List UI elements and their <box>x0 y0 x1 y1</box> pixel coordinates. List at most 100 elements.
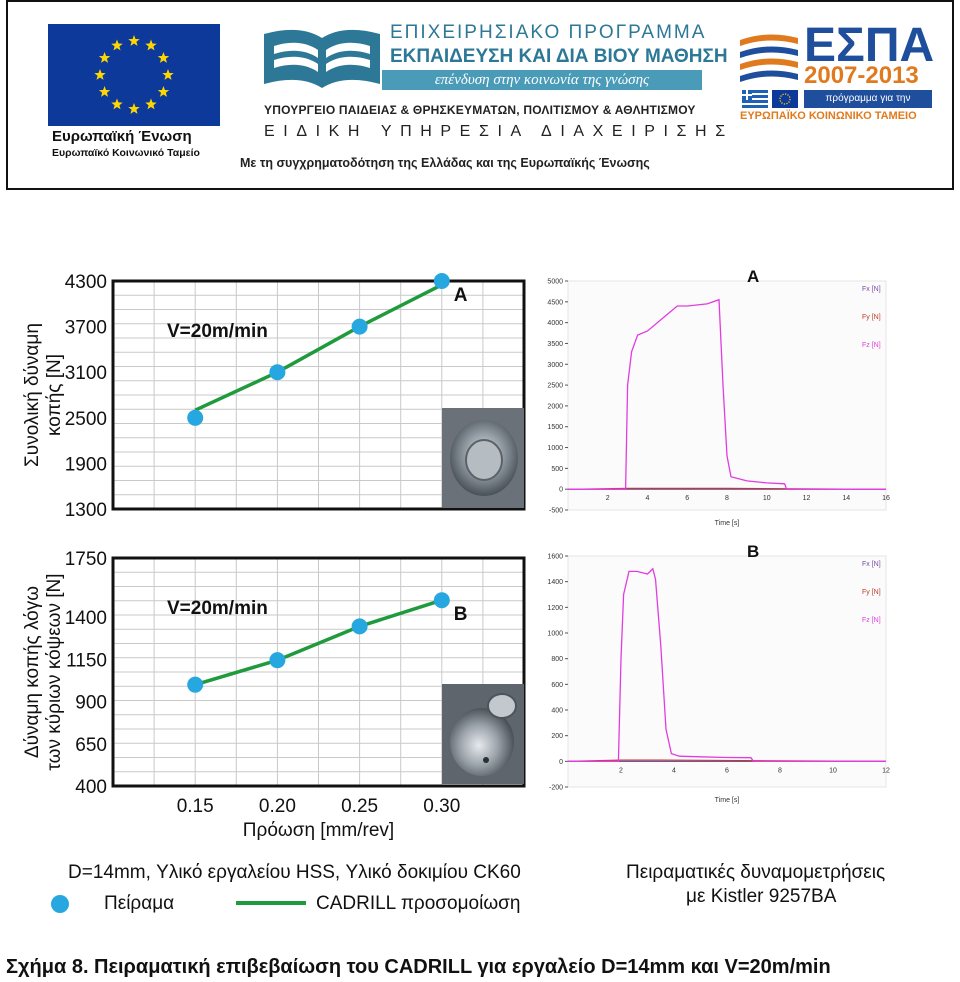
speed-annotation: V=20m/min <box>167 598 268 619</box>
espa-waves-icon <box>740 34 798 82</box>
meas-y-tick-label: 2500 <box>547 383 563 390</box>
x-tick-label: 0.15 <box>177 796 214 817</box>
eu-star <box>94 69 106 80</box>
x-tick-label: 0.20 <box>259 796 296 817</box>
meas-x-tick-label: 2 <box>606 495 610 502</box>
meas-legend-label: Fx [N] <box>862 286 881 293</box>
eu-star <box>157 52 170 63</box>
meas-y-tick-label: 5000 <box>547 279 563 286</box>
eu-star <box>111 39 123 51</box>
meas-x-tick-label: 12 <box>803 495 811 502</box>
meas-y-tick-label: 400 <box>551 708 563 715</box>
eu-star <box>111 98 123 110</box>
chart-label: B <box>454 604 468 625</box>
cofunding-label: Με τη συγχρηματοδότηση της Ελλάδας και τ… <box>240 156 650 170</box>
meas-y-tick-label: 4000 <box>547 320 563 327</box>
meas-y-tick-label: 1200 <box>547 605 563 612</box>
ministry-label: ΥΠΟΥΡΓΕΙΟ ΠΑΙΔΕΙΑΣ & ΘΡΗΣΚΕΥΜΑΤΩΝ, ΠΟΛΙΤ… <box>264 103 696 117</box>
meas-x-tick-label: 12 <box>882 767 890 774</box>
meas-legend-label: Fy [N] <box>862 314 881 321</box>
meas-legend-label: Fz [N] <box>862 342 881 349</box>
meas-y-tick-label: -500 <box>549 508 563 515</box>
meas-series-fzn <box>568 567 886 762</box>
y-tick-label: 1900 <box>65 454 107 475</box>
meas-series-fzn <box>568 298 886 490</box>
management-service-label: ΕΙΔΙΚΗ ΥΠΗΡΕΣΙΑ ΔΙΑΧΕΙΡΙΣΗΣ <box>264 123 734 140</box>
figure-caption: Σχήμα 8. Πειραματική επιβεβαίωση του CAD… <box>6 956 831 978</box>
experiment-point <box>433 592 450 609</box>
experiment-point <box>269 364 286 381</box>
experiment-point <box>187 409 204 426</box>
meas-y-tick-label: 200 <box>551 733 563 740</box>
meas-x-tick-label: 10 <box>829 767 837 774</box>
simulation-series-line <box>194 598 443 687</box>
program-line-2: ΕΚΠΑΙΔΕΥΣΗ ΚΑΙ ΔΙΑ ΒΙΟΥ ΜΑΘΗΣΗ <box>390 46 728 67</box>
program-slogan: επένδυση στην κοινωνία της γνώσης <box>382 70 702 90</box>
y-tick-label: 3100 <box>65 363 107 384</box>
simulation-series-line <box>194 283 443 412</box>
y-tick-label: 1750 <box>65 549 107 570</box>
plot-frame <box>111 279 526 511</box>
meas-x-tick-label: 10 <box>763 495 771 502</box>
meas-plot-area <box>567 555 887 788</box>
y-tick-label: 4300 <box>65 272 107 293</box>
y-axis-label-line-2: κοπής [N] <box>44 354 65 436</box>
espa-fund-label: ΕΥΡΩΠΑΪΚΟ ΚΟΙΝΩΝΙΚΟ ΤΑΜΕΙΟ <box>740 110 917 122</box>
meas-y-tick-label: 1000 <box>547 445 563 452</box>
eu-fund-label: Ευρωπαϊκό Κοινωνικό Ταμείο <box>52 147 200 159</box>
experiment-point <box>351 318 368 335</box>
meas-y-tick-label: 2000 <box>547 403 563 410</box>
chart-label: A <box>454 285 468 306</box>
chart-b-measurement: -200 0 200 400 600 800 1000 1200 1400 1600 2 4 6 8 10 1… <box>547 542 890 804</box>
y-axis-label-line-2: των κύριων κόψεων [N] <box>44 573 65 770</box>
eu-star <box>162 69 174 80</box>
conditions-label: D=14mm, Υλικό εργαλείου HSS, Υλικό δοκιμ… <box>68 862 521 883</box>
measurement-note-line-1: Πειραματικές δυναμομετρήσεις <box>626 862 886 883</box>
meas-y-tick-label: 1500 <box>547 424 563 431</box>
meas-x-tick-label: 6 <box>685 495 689 502</box>
chart-a-measurement: -500050010001500200025003000350040004500… <box>547 267 890 527</box>
plot-frame <box>111 556 526 788</box>
meas-y-tick-label: 1400 <box>547 579 563 586</box>
y-axis-label-line-1: Δύναμη κοπής λόγω <box>22 586 43 758</box>
meas-y-tick-label: 1600 <box>547 554 563 561</box>
y-axis-label-line-1: Συνολική δύναμη <box>22 323 43 467</box>
meas-x-tick-label: 8 <box>778 767 782 774</box>
meas-y-tick-label: 3000 <box>547 362 563 369</box>
experiment-point <box>433 273 450 289</box>
y-tick-label: 900 <box>75 693 107 714</box>
y-tick-label: 2500 <box>65 409 107 430</box>
meas-y-tick-label: 3500 <box>547 341 563 348</box>
experiment-point <box>269 652 286 669</box>
meas-x-tick-label: 4 <box>672 767 676 774</box>
meas-y-tick-label: 600 <box>551 682 563 689</box>
y-tick-label: 1150 <box>66 650 107 671</box>
meas-chart-label: A <box>747 267 759 286</box>
program-line-1: ΕΠΙΧΕΙΡΗΣΙΑΚΟ ΠΡΟΓΡΑΜΜΑ <box>390 22 707 43</box>
simulation-legend-label: CADRILL προσομοίωση <box>316 893 521 914</box>
eu-label: Ευρωπαϊκή Ένωση <box>52 128 192 145</box>
meas-x-tick-label: 16 <box>882 495 890 502</box>
simulation-legend-line <box>236 901 306 905</box>
meas-chart-label: B <box>747 542 759 561</box>
meas-y-tick-label: -200 <box>549 785 563 792</box>
experiment-point <box>351 618 368 635</box>
eu-star <box>98 86 111 97</box>
speed-annotation: V=20m/min <box>167 321 268 342</box>
meas-x-tick-label: 6 <box>725 767 729 774</box>
tool-tip-photo <box>442 684 524 784</box>
meas-y-tick-label: 500 <box>551 466 563 473</box>
x-axis-label: Πρόωση [mm/rev] <box>243 820 394 841</box>
eu-flag-icon <box>48 24 220 126</box>
y-tick-label: 1300 <box>65 500 107 521</box>
meas-y-tick-label: 0 <box>559 759 563 766</box>
funding-banner: Ευρωπαϊκή Ένωση Ευρωπαϊκό Κοινωνικό Ταμε… <box>6 0 954 190</box>
experiment-point <box>187 676 204 693</box>
meas-x-axis-label: Time [s] <box>715 520 740 527</box>
eu-star <box>145 98 157 110</box>
experiment-legend-marker <box>51 895 69 913</box>
experiment-legend-label: Πείραμα <box>104 893 175 914</box>
eu-star <box>157 86 170 97</box>
eu-star <box>145 39 157 51</box>
meas-plot-area <box>567 280 887 511</box>
